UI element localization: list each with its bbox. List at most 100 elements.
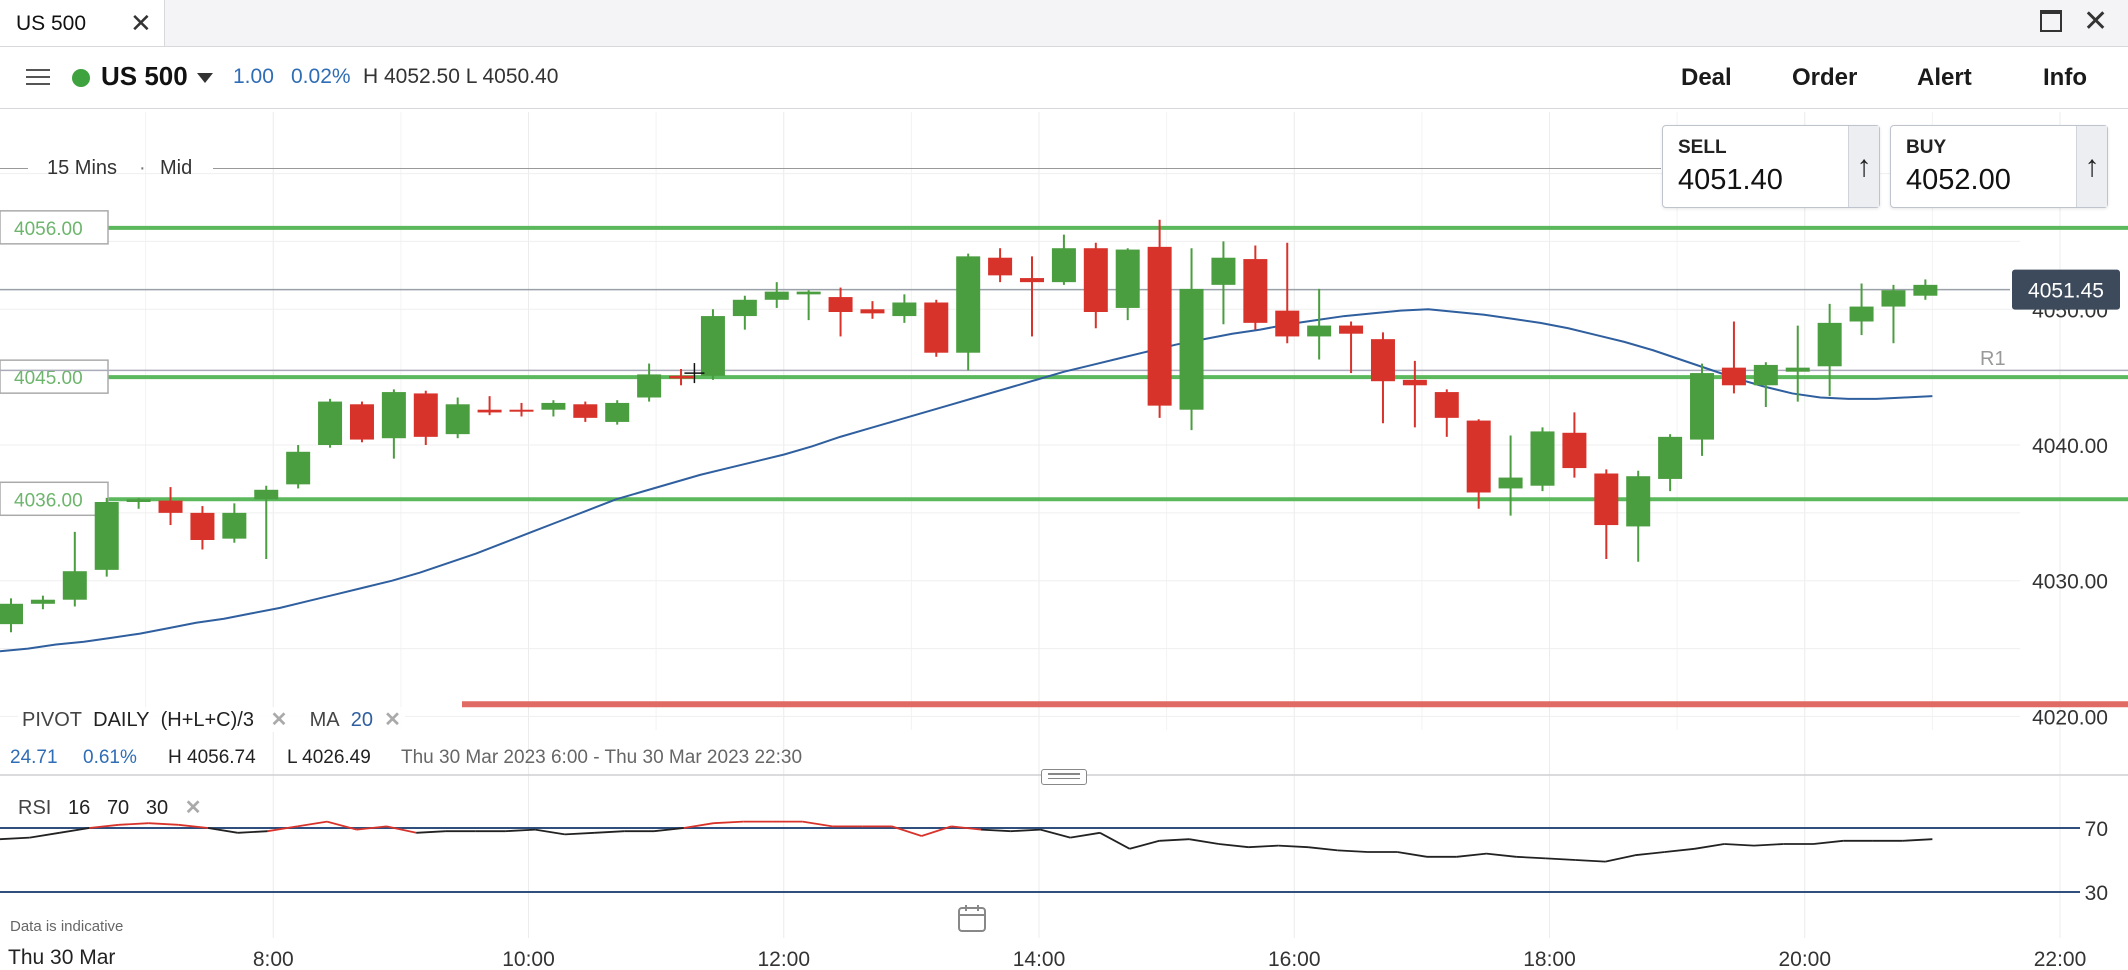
toolbar-separator: ·: [139, 157, 146, 179]
ma-20-line: [0, 308, 1933, 653]
candle-up: [796, 291, 821, 295]
window-close-icon[interactable]: ✕: [2083, 5, 2109, 38]
sell-ticket[interactable]: SELL 4051.40 ↑: [1662, 125, 1880, 208]
candle-up: [1849, 306, 1874, 322]
chart-grid: [0, 112, 2061, 938]
info-change-abs: 24.71: [10, 747, 58, 768]
rsi-segment: [1307, 846, 1338, 852]
rsi-segment: [207, 827, 238, 834]
alert-button[interactable]: Alert: [1917, 64, 1972, 91]
info-button[interactable]: Info: [2043, 64, 2087, 91]
candle-down: [1370, 339, 1395, 382]
pivot-label-box: [0, 359, 109, 394]
pivot-name[interactable]: PIVOT: [22, 709, 83, 731]
candle-up: [1530, 431, 1555, 486]
candle-down: [158, 500, 183, 513]
x-tick-label: 12:00: [757, 948, 810, 968]
market-status-dot: [72, 69, 90, 87]
ma-period: 20: [350, 709, 374, 731]
hamburger-menu-icon[interactable]: [26, 69, 50, 87]
sell-arrow-icon: ↑: [1848, 126, 1879, 207]
rsi-segment: [1278, 844, 1309, 849]
pivot-lines: 4056.00 4045.00 4036.00 R1: [0, 210, 2128, 708]
x-tick-label: 22:00: [2034, 948, 2087, 968]
candle-down: [349, 404, 374, 440]
rsi-upper: 70: [106, 797, 130, 819]
price-type-selector[interactable]: Mid: [160, 157, 193, 179]
rsi-segment: [921, 825, 952, 837]
remove-pivot-icon[interactable]: ✕: [270, 709, 288, 731]
pivot-period: DAILY: [93, 709, 150, 731]
rsi-segment: [891, 825, 922, 837]
candle-up: [956, 256, 981, 353]
candle-up: [1626, 476, 1651, 527]
rsi-name[interactable]: RSI: [18, 797, 52, 819]
candle-up: [1307, 325, 1332, 337]
pivot-label: 4036.00: [14, 490, 83, 511]
candle-up: [892, 302, 917, 317]
panel-resize-handle[interactable]: [1041, 769, 1087, 785]
tab-us-500[interactable]: US 500 ✕: [0, 0, 165, 46]
chevron-down-icon[interactable]: [197, 73, 213, 83]
candle-up: [222, 512, 247, 539]
rsi-indicator-pill: RSI 16 70 30 ✕: [18, 795, 202, 820]
x-tick-label: 16:00: [1268, 948, 1321, 968]
rsi-segment: [1486, 852, 1517, 858]
candle-up: [541, 402, 566, 410]
buy-ticket[interactable]: BUY 4052.00 ↑: [1890, 125, 2108, 208]
rsi-segment: [1545, 857, 1576, 861]
data-disclaimer: Data is indicative: [10, 918, 124, 935]
buy-label: BUY: [1906, 137, 1947, 158]
rsi-segment: [1605, 854, 1636, 863]
rsi-segment: [951, 825, 982, 831]
candle-up: [0, 603, 23, 625]
rsi-lower: 30: [145, 797, 169, 819]
market-name[interactable]: US 500: [101, 61, 188, 91]
calendar-icon[interactable]: [957, 903, 987, 933]
candle-down: [1721, 367, 1746, 386]
rsi-segment: [1664, 847, 1695, 853]
pivot-label: 4056.00: [14, 219, 83, 240]
rsi-segment: [1010, 828, 1041, 833]
rsi-segment: [1724, 843, 1755, 847]
info-low: L 4026.49: [287, 747, 371, 768]
info-high: H 4056.74: [168, 747, 256, 768]
candle-down: [988, 257, 1013, 276]
rsi-segment: [1189, 838, 1220, 845]
rsi-segment: [802, 820, 833, 828]
order-button[interactable]: Order: [1792, 64, 1858, 91]
maximize-icon[interactable]: [2040, 10, 2062, 32]
rsi-segment: [534, 828, 565, 836]
candle-down: [1083, 248, 1108, 312]
rsi-segment: [1070, 831, 1101, 839]
rsi-segment: [653, 827, 684, 833]
rsi-segment: [594, 830, 625, 834]
candle-down: [1466, 420, 1491, 493]
ma-name[interactable]: MA: [309, 709, 340, 731]
candle-down: [924, 302, 949, 353]
rsi-segment: [1634, 851, 1665, 857]
rsi-segment: [1337, 849, 1368, 853]
rsi-segment: [1902, 838, 1933, 842]
rsi-segment: [89, 823, 120, 829]
candle-down: [1339, 325, 1364, 334]
rsi-segment: [1753, 843, 1784, 847]
rsi-segment: [1159, 838, 1190, 842]
candle-down: [477, 409, 502, 413]
tab-label: US 500: [16, 12, 87, 35]
rsi-segment: [564, 831, 595, 836]
candle-up: [62, 571, 87, 600]
candle-up: [1211, 257, 1236, 285]
interval-selector[interactable]: 15 Mins: [47, 157, 118, 179]
remove-ma-icon[interactable]: ✕: [384, 709, 401, 731]
candle-down: [1434, 392, 1459, 418]
candle-down: [669, 375, 694, 379]
sell-label: SELL: [1678, 137, 1727, 158]
y-tick-label: 4040.00: [2032, 435, 2108, 458]
candle-up: [1051, 248, 1076, 283]
deal-button[interactable]: Deal: [1681, 64, 1732, 91]
candle-up: [318, 401, 343, 445]
remove-rsi-icon[interactable]: ✕: [184, 797, 202, 819]
tab-close-icon[interactable]: ✕: [130, 8, 152, 38]
